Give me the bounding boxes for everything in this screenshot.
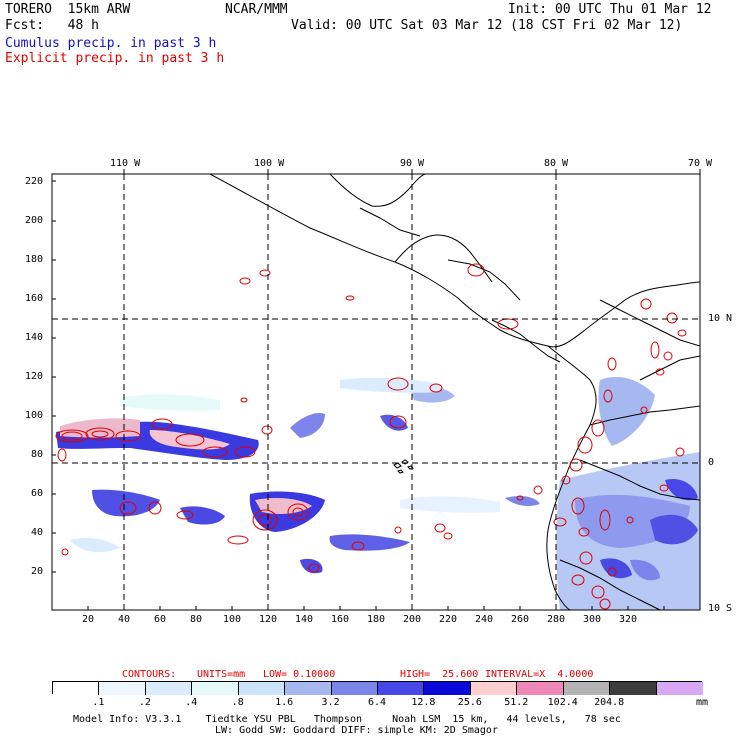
lat-lon-grid bbox=[52, 174, 700, 610]
x-tick-label: 120 bbox=[259, 614, 278, 625]
y-tick-label: 80 bbox=[31, 449, 44, 460]
colorbar bbox=[52, 681, 703, 695]
y-axis-ticks bbox=[52, 180, 56, 573]
x-tick-label: 80 bbox=[190, 614, 203, 625]
y-tick-label: 20 bbox=[31, 566, 44, 577]
colorbar-tick-label: .2 bbox=[138, 697, 151, 708]
cumulus-precip-shading bbox=[56, 376, 700, 610]
x-tick-label: 140 bbox=[295, 614, 314, 625]
colorbar-tick-label: .1 bbox=[92, 697, 105, 708]
x-tick-label: 180 bbox=[367, 614, 386, 625]
colorbar-swatch bbox=[145, 682, 193, 695]
x-tick-label: 200 bbox=[403, 614, 422, 625]
colorbar-tick-label: 12.8 bbox=[411, 697, 436, 708]
lon-label-90w: 90 W bbox=[400, 158, 425, 169]
contours-units: UNITS=mm bbox=[197, 669, 246, 680]
contours-interval: INTERVAL=X 4.0000 bbox=[485, 669, 594, 680]
colorbar-unit: mm bbox=[696, 697, 709, 708]
colorbar-swatch bbox=[331, 682, 378, 695]
colorbar-swatch bbox=[378, 682, 425, 695]
y-tick-label: 60 bbox=[31, 488, 44, 499]
x-axis-ticks bbox=[87, 606, 665, 610]
x-tick-label: 320 bbox=[619, 614, 638, 625]
colorbar-tick-label: 1.6 bbox=[275, 697, 294, 708]
colorbar-tick-label: .4 bbox=[185, 697, 198, 708]
galapagos-islands bbox=[393, 459, 414, 474]
organization-label: NCAR/MMM bbox=[225, 2, 288, 17]
colorbar-swatch bbox=[192, 682, 239, 695]
colorbar-swatch bbox=[99, 682, 146, 695]
x-tick-label: 300 bbox=[583, 614, 602, 625]
colorbar-tick-label: 3.2 bbox=[321, 697, 340, 708]
colorbar-tick-label: 51.2 bbox=[504, 697, 529, 708]
colorbar-swatch bbox=[563, 682, 611, 695]
model-physics-info: LW: Godd SW: Goddard DIFF: simple KM: 2D… bbox=[215, 725, 498, 736]
legend-cumulus-precip: Cumulus precip. in past 3 h bbox=[5, 36, 217, 51]
x-tick-label: 100 bbox=[223, 614, 242, 625]
lon-ticks bbox=[123, 169, 701, 174]
y-tick-label: 220 bbox=[25, 176, 44, 187]
y-tick-label: 180 bbox=[25, 254, 44, 265]
contours-label: CONTOURS: bbox=[122, 669, 177, 680]
colorbar-tick-label: 204.8 bbox=[594, 697, 625, 708]
map-content bbox=[55, 174, 700, 610]
colorbar-tick-label: 102.4 bbox=[547, 697, 578, 708]
lat-label-10n: 10 N bbox=[708, 313, 733, 324]
colorbar-labels: .1 .2 .4 .8 1.6 3.2 6.4 12.8 25.6 51.2 102.4 204.8 bbox=[52, 697, 702, 709]
x-tick-label: 240 bbox=[475, 614, 494, 625]
y-tick-label: 120 bbox=[25, 371, 44, 382]
x-tick-label: 20 bbox=[82, 614, 95, 625]
explicit-precip-contours bbox=[55, 263, 687, 610]
x-tick-label: 40 bbox=[118, 614, 131, 625]
x-tick-label: 280 bbox=[547, 614, 566, 625]
lon-label-110w: 110 W bbox=[110, 158, 141, 169]
x-tick-label: 260 bbox=[511, 614, 530, 625]
x-tick-label: 160 bbox=[331, 614, 350, 625]
coastlines bbox=[209, 174, 700, 610]
contours-high: HIGH= 25.600 bbox=[400, 669, 479, 680]
lon-label-100w: 100 W bbox=[254, 158, 285, 169]
contours-low: LOW= 0.10000 bbox=[263, 669, 336, 680]
colorbar-swatch bbox=[424, 682, 471, 695]
colorbar-swatch bbox=[285, 682, 332, 695]
y-tick-label: 160 bbox=[25, 293, 44, 304]
colorbar-swatch bbox=[610, 682, 657, 695]
colorbar-swatch bbox=[53, 682, 100, 695]
valid-time: Valid: 00 UTC Sat 03 Mar 12 (18 CST Fri … bbox=[291, 18, 683, 33]
x-tick-label: 220 bbox=[439, 614, 458, 625]
colorbar-swatch bbox=[238, 682, 286, 695]
y-tick-label: 100 bbox=[25, 410, 44, 421]
legend-explicit-precip: Explicit precip. in past 3 h bbox=[5, 51, 225, 66]
model-info: Model Info: V3.3.1 Tiedtke YSU PBL Thomp… bbox=[73, 714, 621, 725]
forecast-hour: Fcst: 48 h bbox=[5, 18, 99, 33]
colorbar-swatch bbox=[470, 682, 518, 695]
colorbar-swatch bbox=[517, 682, 564, 695]
y-tick-label: 40 bbox=[31, 527, 44, 538]
colorbar-tick-label: 6.4 bbox=[367, 697, 387, 708]
init-time: Init: 00 UTC Thu 01 Mar 12 bbox=[508, 2, 712, 17]
colorbar-swatch bbox=[656, 682, 703, 695]
x-tick-label: 60 bbox=[154, 614, 167, 625]
model-title: TORERO 15km ARW bbox=[5, 2, 131, 17]
y-tick-label: 200 bbox=[25, 215, 44, 226]
y-tick-label: 140 bbox=[25, 332, 44, 343]
lat-label-equator: 0 bbox=[708, 457, 715, 468]
lon-label-70w: 70 W bbox=[688, 158, 713, 169]
lon-label-80w: 80 W bbox=[544, 158, 569, 169]
colorbar-tick-label: .8 bbox=[231, 697, 244, 708]
colorbar-tick-label: 25.6 bbox=[457, 697, 482, 708]
lat-label-10s: 10 S bbox=[708, 603, 733, 614]
